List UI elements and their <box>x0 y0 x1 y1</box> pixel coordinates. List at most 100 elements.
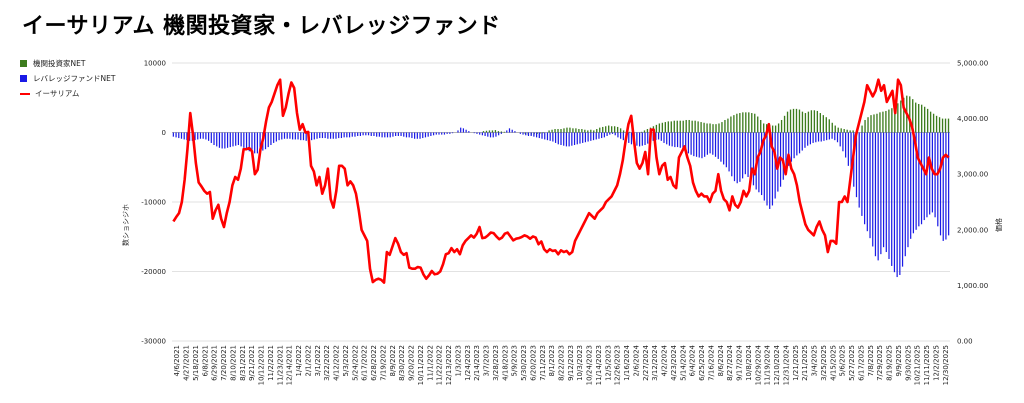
x-tick-label: 4/12/2022 <box>333 345 341 381</box>
leveraged-bar <box>842 132 844 152</box>
x-tick-label: 6/25/2024 <box>698 344 706 380</box>
institutional-bar <box>840 128 842 133</box>
institutional-bar <box>596 129 598 133</box>
x-tick-label: 7/19/2022 <box>379 345 387 381</box>
institutional-bar <box>807 111 810 133</box>
leveraged-bar <box>335 132 337 139</box>
leveraged-bar <box>695 132 698 157</box>
leveraged-bar <box>939 132 942 236</box>
leveraged-bar <box>403 132 405 137</box>
leveraged-bar <box>259 132 261 152</box>
right-tick-label: 5,000.00 <box>957 60 988 68</box>
leveraged-bar <box>720 132 722 162</box>
leveraged-bar <box>197 132 199 140</box>
institutional-bar <box>739 113 741 133</box>
leveraged-bar <box>812 132 814 143</box>
leveraged-bar <box>362 132 364 136</box>
leveraged-bar <box>731 132 733 177</box>
leveraged-bar <box>725 132 727 168</box>
x-tick-label: 10/21/2025 <box>914 345 922 385</box>
x-tick-label: 3/22/2022 <box>323 345 331 381</box>
institutional-bar <box>846 129 848 133</box>
institutional-bar <box>566 127 568 133</box>
leveraged-bar <box>752 132 755 186</box>
institutional-bar <box>643 130 646 133</box>
leveraged-bar <box>742 132 744 179</box>
left-tick-label: 10000 <box>144 60 166 68</box>
leveraged-bar <box>717 132 719 159</box>
leveraged-bar <box>557 132 559 145</box>
institutional-bar <box>491 130 494 133</box>
leveraged-bar <box>942 132 944 241</box>
institutional-bar <box>542 132 544 134</box>
leveraged-bar <box>346 132 348 138</box>
institutional-bar <box>554 129 556 133</box>
institutional-bar <box>709 123 711 133</box>
leveraged-bar <box>538 132 540 139</box>
leveraged-bar <box>655 132 657 141</box>
institutional-bar <box>727 118 729 133</box>
leveraged-bar <box>885 132 887 253</box>
institutional-bar <box>870 115 872 133</box>
institutional-bar <box>837 127 839 133</box>
x-tick-label: 12/2/2025 <box>932 345 940 381</box>
x-tick-label: 5/18/2021 <box>192 345 200 381</box>
leveraged-bar <box>866 132 868 232</box>
institutional-bar <box>894 105 896 133</box>
institutional-bar <box>715 124 717 133</box>
leveraged-bar <box>587 132 589 142</box>
leveraged-bar <box>327 132 329 139</box>
leveraged-bar <box>495 132 497 137</box>
institutional-bar <box>783 115 786 133</box>
leveraged-bar <box>441 132 443 135</box>
leveraged-bar <box>324 132 326 139</box>
leveraged-bar <box>801 132 803 151</box>
leveraged-bar <box>248 132 250 152</box>
leveraged-bar <box>820 132 822 142</box>
leveraged-bar <box>609 132 611 135</box>
leveraged-bar <box>430 132 432 136</box>
institutional-bar <box>915 102 917 133</box>
leveraged-bar <box>647 132 649 144</box>
leveraged-bar <box>180 132 183 139</box>
leveraged-bar <box>479 132 481 135</box>
institutional-bar <box>712 124 714 133</box>
leveraged-bar <box>313 132 315 140</box>
leveraged-bar <box>300 132 302 141</box>
x-tick-label: 6/28/2022 <box>370 345 378 381</box>
leveraged-bar <box>622 132 624 141</box>
leveraged-bar <box>451 132 454 134</box>
leveraged-bar <box>500 132 502 134</box>
x-tick-label: 2/6/2024 <box>632 344 640 376</box>
leveraged-bar <box>563 132 565 146</box>
leveraged-bar <box>237 132 240 146</box>
leveraged-bar <box>514 131 516 133</box>
leveraged-bar <box>487 132 489 137</box>
leveraged-bar <box>804 132 806 148</box>
institutional-bar <box>926 108 929 133</box>
x-tick-label: 12/5/2023 <box>604 345 612 381</box>
x-tick-label: 7/16/2024 <box>707 344 715 380</box>
institutional-bar <box>843 129 845 133</box>
leveraged-bar <box>823 132 825 141</box>
institutional-bar <box>572 128 574 133</box>
x-tick-label: 4/2/2024 <box>661 344 669 376</box>
leveraged-bar <box>218 132 221 148</box>
leveraged-bar <box>891 132 893 266</box>
x-tick-label: 4/18/2023 <box>501 345 509 381</box>
leveraged-bar <box>549 132 551 141</box>
leveraged-bar <box>560 132 562 146</box>
institutional-bar <box>718 123 720 133</box>
leveraged-bar <box>186 132 188 141</box>
institutional-bar <box>691 120 693 133</box>
leveraged-bar <box>641 132 643 146</box>
leveraged-bar <box>207 132 210 141</box>
institutional-bar <box>622 130 625 133</box>
leveraged-bar <box>636 132 638 146</box>
institutional-bar <box>590 129 592 133</box>
x-tick-label: 9/17/2024 <box>736 344 744 380</box>
institutional-bar <box>938 117 941 133</box>
leveraged-bar <box>178 132 180 139</box>
leveraged-bar <box>226 132 229 148</box>
right-tick-label: 1,000.00 <box>957 282 988 290</box>
